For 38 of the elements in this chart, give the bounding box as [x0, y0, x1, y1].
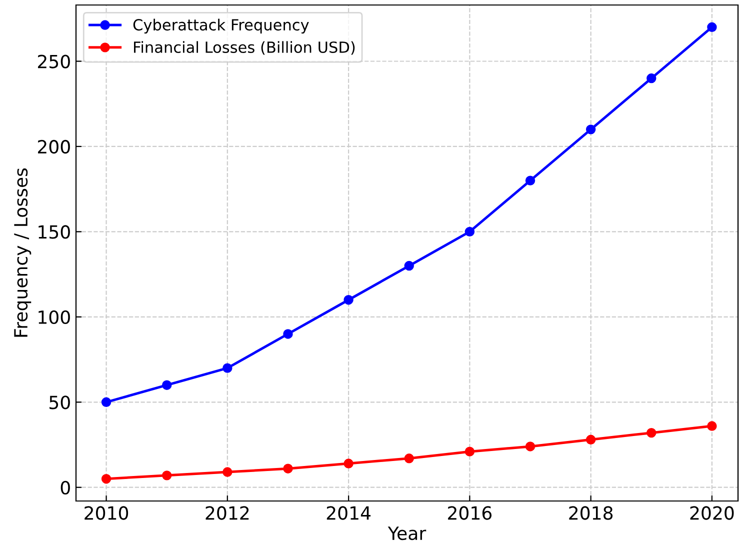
- point: [586, 434, 596, 444]
- y-tick-label: 0: [60, 480, 70, 494]
- x-tick-label: 2018: [569, 506, 613, 520]
- point: [162, 380, 172, 390]
- x-tick-label: 2010: [84, 506, 128, 520]
- point: [707, 421, 717, 431]
- x-tick-label: 2016: [448, 506, 492, 520]
- point: [525, 442, 536, 452]
- x-axis-title: Year: [388, 526, 426, 540]
- y-tick-label: 50: [50, 396, 70, 410]
- point: [464, 446, 475, 456]
- point: [162, 470, 172, 480]
- point: [404, 260, 414, 271]
- point: [646, 73, 656, 84]
- point: [646, 428, 656, 438]
- point: [344, 295, 354, 305]
- y-tick-label: 150: [38, 225, 70, 239]
- point: [464, 226, 475, 237]
- x-tick-label: 2020: [690, 506, 734, 520]
- point: [344, 458, 354, 468]
- point: [222, 467, 232, 477]
- legend-label: Financial Losses (Billion USD): [134, 41, 355, 55]
- point: [222, 363, 232, 373]
- y-tick-label: 250: [38, 54, 70, 68]
- legend-label: Cyberattack Frequency: [133, 18, 309, 34]
- y-axis-title: Frequency / Losses: [14, 168, 32, 337]
- point: [586, 124, 596, 134]
- point: [101, 397, 112, 407]
- point: [404, 454, 414, 464]
- x-tick-label: 2012: [206, 506, 249, 520]
- point: [707, 22, 717, 32]
- point: [101, 474, 112, 484]
- point: [525, 176, 536, 186]
- point: [283, 329, 293, 339]
- x-tick-label: 2014: [326, 506, 371, 520]
- y-tick-label: 200: [38, 140, 70, 154]
- point: [283, 464, 293, 474]
- y-tick-label: 100: [38, 310, 70, 324]
